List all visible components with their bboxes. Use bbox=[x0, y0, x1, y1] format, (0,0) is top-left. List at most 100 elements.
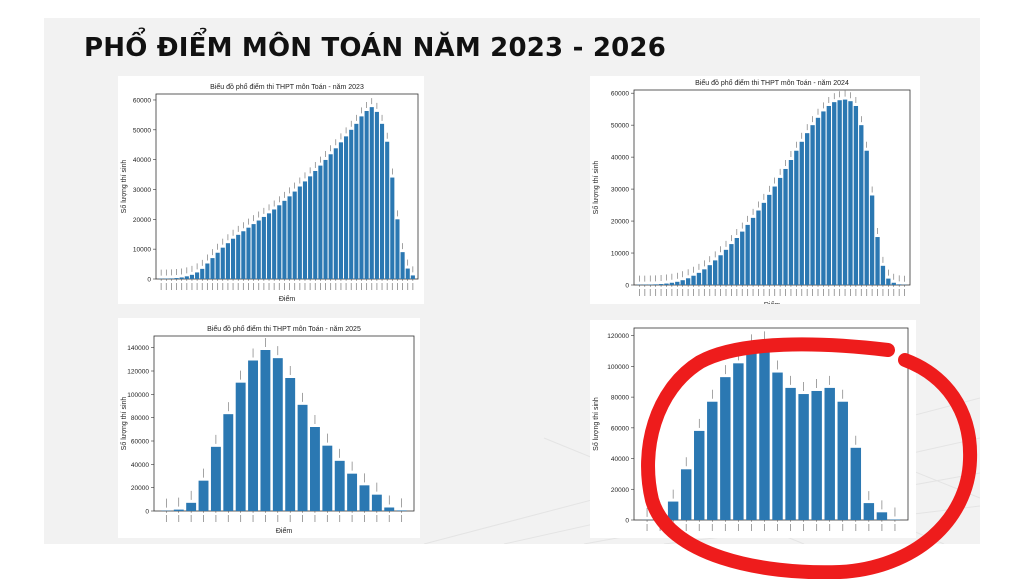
bar bbox=[384, 507, 395, 511]
bar bbox=[292, 191, 297, 279]
bar bbox=[174, 278, 179, 279]
bar bbox=[318, 165, 323, 279]
bar bbox=[783, 168, 788, 285]
y-tick-label: 120000 bbox=[607, 333, 629, 340]
bar bbox=[654, 514, 666, 520]
bar bbox=[323, 159, 328, 279]
bar bbox=[333, 148, 338, 279]
bar bbox=[832, 102, 837, 285]
y-tick-label: 30000 bbox=[611, 187, 629, 194]
bar bbox=[869, 195, 875, 285]
chart-2023: Biểu đồ phổ điểm thi THPT môn Toán - năm… bbox=[119, 82, 419, 303]
bar bbox=[658, 284, 664, 285]
y-tick-label: 60000 bbox=[133, 97, 151, 104]
bar bbox=[759, 343, 770, 520]
bar bbox=[729, 244, 734, 285]
bar bbox=[863, 503, 875, 520]
bar bbox=[788, 160, 794, 285]
x-axis-label: Điểm bbox=[764, 301, 781, 304]
x-axis-label: Điểm bbox=[279, 295, 296, 303]
chart-2025: Biểu đồ phổ điểm thi THPT môn Toán - năm… bbox=[119, 324, 415, 535]
y-axis-label: Số lượng thí sinh bbox=[591, 161, 600, 215]
plot-frame bbox=[153, 335, 415, 512]
bar bbox=[328, 154, 333, 279]
y-tick-label: 120000 bbox=[127, 369, 149, 376]
plot-frame bbox=[633, 327, 909, 521]
bar bbox=[772, 372, 783, 520]
x-axis-label: Điểm bbox=[276, 527, 293, 535]
bar bbox=[179, 277, 184, 279]
bar bbox=[864, 150, 869, 285]
bar bbox=[260, 350, 271, 511]
bar bbox=[794, 150, 799, 285]
bar bbox=[322, 445, 333, 511]
bar bbox=[405, 268, 410, 279]
y-tick-label: 30000 bbox=[133, 187, 151, 194]
bar bbox=[891, 282, 896, 285]
bar bbox=[371, 494, 382, 511]
bar bbox=[248, 360, 258, 511]
y-tick-label: 80000 bbox=[131, 415, 149, 422]
bar bbox=[669, 282, 675, 285]
chart-2026: 0 20000 40000 60000 80000 100000 120000 Số lượn… bbox=[591, 327, 909, 531]
bar bbox=[837, 401, 848, 520]
y-tick-label: 50000 bbox=[133, 127, 151, 134]
bar bbox=[694, 430, 705, 520]
bar bbox=[746, 346, 757, 520]
bar bbox=[875, 237, 880, 285]
bar bbox=[277, 205, 282, 279]
chart-panel-2024: Biểu đồ phổ điểm thi THPT môn Toán - năm… bbox=[590, 76, 920, 304]
chart-panel-2026: 0 20000 40000 60000 80000 100000 120000 Số lượn… bbox=[590, 320, 916, 538]
bar bbox=[374, 111, 379, 279]
bar bbox=[696, 272, 702, 285]
bar bbox=[826, 105, 831, 285]
bar bbox=[395, 219, 400, 279]
bar bbox=[308, 176, 313, 279]
bar bbox=[210, 446, 221, 511]
bar bbox=[359, 116, 364, 279]
y-tick-label: 100000 bbox=[127, 392, 149, 399]
y-tick-label: 60000 bbox=[611, 425, 629, 432]
bar bbox=[359, 485, 370, 511]
bar bbox=[385, 141, 390, 279]
y-tick-label: 0 bbox=[625, 518, 629, 525]
bar bbox=[798, 394, 809, 520]
bar bbox=[189, 274, 195, 279]
bar bbox=[390, 177, 395, 279]
y-tick-label: 40000 bbox=[133, 157, 151, 164]
bar bbox=[691, 275, 696, 285]
bar bbox=[261, 216, 266, 279]
bar bbox=[707, 401, 718, 520]
bar bbox=[235, 382, 246, 511]
chart-2024: Biểu đồ phổ điểm thi THPT môn Toán - năm… bbox=[591, 78, 911, 304]
bar bbox=[379, 123, 385, 279]
bar bbox=[231, 238, 236, 279]
bar bbox=[680, 280, 685, 285]
bar bbox=[664, 283, 669, 285]
bar bbox=[272, 358, 283, 511]
bar bbox=[810, 125, 815, 285]
bar bbox=[210, 258, 215, 279]
y-tick-label: 40000 bbox=[131, 462, 149, 469]
bar bbox=[740, 231, 745, 285]
bar bbox=[220, 247, 225, 279]
y-tick-label: 20000 bbox=[133, 217, 151, 224]
bar bbox=[225, 243, 230, 279]
bar bbox=[287, 196, 292, 279]
plot-frame bbox=[633, 89, 911, 286]
chart-title: Biểu đồ phổ điểm thi THPT môn Toán - năm… bbox=[207, 324, 361, 333]
y-tick-label: 140000 bbox=[127, 345, 149, 352]
y-tick-label: 10000 bbox=[133, 247, 151, 254]
bar bbox=[282, 200, 287, 279]
bar bbox=[297, 404, 308, 511]
y-tick-label: 20000 bbox=[611, 219, 629, 226]
bar bbox=[853, 105, 859, 285]
y-tick-label: 100000 bbox=[607, 364, 629, 371]
y-tick-label: 40000 bbox=[611, 155, 629, 162]
bar bbox=[653, 284, 658, 285]
y-tick-label: 20000 bbox=[131, 485, 149, 492]
bar bbox=[205, 263, 210, 279]
bar bbox=[354, 123, 359, 279]
bar bbox=[236, 234, 241, 279]
bar bbox=[200, 268, 205, 279]
